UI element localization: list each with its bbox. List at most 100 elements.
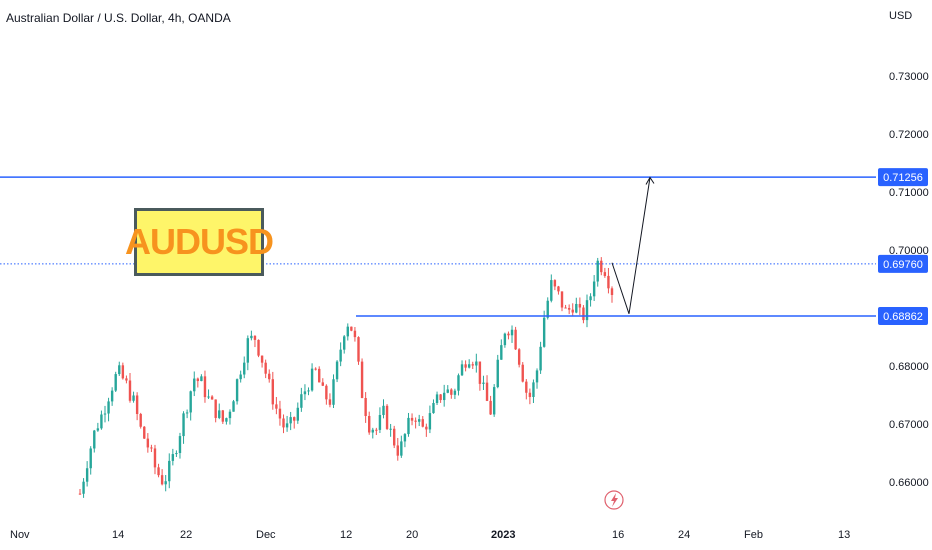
price-tick-label: 0.68000: [889, 361, 929, 373]
candle-body: [182, 413, 185, 437]
candle-body: [239, 374, 242, 380]
candle-body: [439, 394, 442, 401]
candle-body: [107, 401, 110, 414]
level-badge-0.69760[interactable]: [878, 254, 928, 273]
candle-body: [232, 401, 235, 412]
candle-body: [253, 335, 257, 340]
candle-body: [393, 428, 396, 446]
time-tick-label: 14: [112, 529, 124, 541]
candle-body: [571, 309, 574, 313]
candle-body: [428, 413, 432, 430]
candle-body: [218, 410, 221, 418]
level-badge-0.68862[interactable]: [878, 307, 928, 326]
candle-body: [542, 317, 546, 347]
level-badge-0.71256[interactable]: [878, 168, 928, 187]
candle-body: [250, 335, 253, 339]
price-tick-label: 0.71000: [889, 187, 929, 199]
candle-body: [96, 428, 100, 431]
candle-body: [118, 365, 121, 375]
candle-body: [575, 303, 578, 313]
candle-body: [271, 379, 275, 405]
candle-body: [282, 418, 285, 428]
candle-body: [457, 375, 460, 391]
candle-body: [464, 364, 467, 368]
candle-body: [235, 379, 239, 402]
candle-body: [353, 330, 357, 338]
candle-body: [407, 417, 410, 435]
price-axis[interactable]: 0.73000 0.72000 0.71000 0.70000 0.68000 0.670…: [889, 71, 929, 489]
candle-body: [110, 390, 114, 402]
candle-body: [257, 339, 260, 356]
candle-body: [475, 361, 478, 366]
candle-body: [193, 378, 196, 392]
candle-body: [592, 281, 596, 297]
time-axis[interactable]: Nov 14 22 Dec 12 20 2023 16 24 Feb 13: [10, 529, 850, 541]
candle-body: [389, 428, 392, 430]
candle-body: [343, 336, 346, 350]
event-marker[interactable]: [604, 490, 624, 510]
candle-body: [225, 418, 228, 422]
level-badge-text: 0.69760: [883, 259, 923, 271]
candle-body: [410, 417, 414, 421]
candle-body: [157, 467, 160, 476]
candle-body: [103, 413, 107, 415]
candle-body: [310, 368, 314, 391]
candle-body: [442, 392, 446, 401]
candle-body: [357, 337, 360, 362]
candle-body: [607, 275, 610, 289]
projection-arrowhead: [645, 176, 655, 185]
candle-body: [507, 333, 510, 336]
candle-body: [168, 460, 171, 482]
level-badge-text: 0.68862: [883, 311, 923, 323]
candle-body: [300, 394, 303, 408]
candle-body: [207, 396, 210, 398]
candle-body: [432, 402, 435, 414]
projection-group: [611, 176, 655, 314]
candle-body: [125, 378, 128, 381]
candle-body: [78, 493, 82, 495]
candle-body: [414, 420, 417, 422]
candle-body: [496, 359, 499, 388]
candle-body: [143, 426, 146, 439]
candle-body: [453, 390, 457, 395]
candle-body: [375, 429, 378, 431]
candle-body: [421, 419, 424, 427]
candle-body: [450, 389, 453, 395]
candle-body: [296, 407, 299, 421]
candle-body: [603, 272, 607, 276]
candle-body: [260, 355, 264, 363]
candle-body: [100, 414, 103, 429]
candle-body: [582, 307, 585, 321]
candle-body: [185, 412, 189, 414]
candle-body: [521, 364, 524, 382]
candle-body: [164, 481, 167, 485]
candle-body: [321, 382, 324, 386]
candle-body: [150, 447, 153, 449]
candle-body: [203, 376, 207, 398]
candle-body: [243, 362, 246, 375]
candle-body: [532, 382, 535, 397]
candle-body: [385, 405, 389, 429]
candle-body: [114, 374, 117, 391]
lightning-icon: [611, 493, 618, 507]
candle-body: [467, 364, 471, 368]
time-tick-label: 16: [612, 529, 624, 541]
candle-body: [368, 416, 371, 433]
candle-body: [396, 445, 399, 456]
candle-body: [335, 361, 339, 380]
candle-body: [128, 380, 132, 401]
symbol-annotation[interactable]: AUDUSD: [125, 208, 274, 276]
candle-body: [339, 349, 342, 362]
candle-body: [567, 308, 571, 310]
price-tick-label: 0.66000: [889, 477, 929, 489]
candle-body: [546, 300, 549, 318]
price-tick-label: 0.73000: [889, 71, 929, 83]
candle-body: [425, 426, 428, 430]
projection-path[interactable]: [611, 177, 651, 314]
time-tick-label: 22: [180, 529, 192, 541]
price-tick-label: 0.70000: [889, 245, 929, 257]
candle-body: [189, 391, 192, 413]
candle-body: [275, 404, 278, 409]
candle-body: [146, 438, 150, 448]
